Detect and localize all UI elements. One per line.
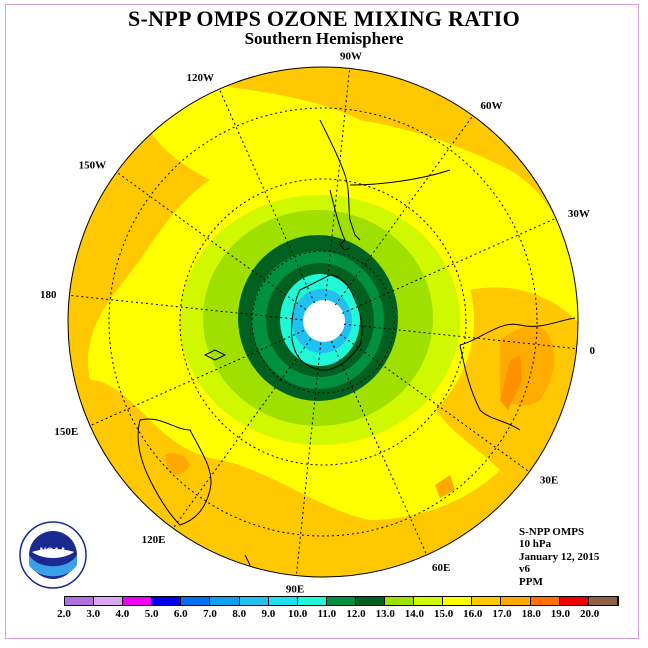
colorbar-swatch bbox=[123, 597, 153, 605]
longitude-label: 180 bbox=[40, 289, 57, 301]
meridian-line bbox=[324, 68, 351, 302]
meridian-lines bbox=[69, 68, 577, 576]
colorbar-tick-label: 9.0 bbox=[261, 608, 276, 620]
antarctica-coast bbox=[291, 274, 363, 371]
australia-coast bbox=[137, 418, 212, 526]
info-date: January 12, 2015 bbox=[519, 550, 600, 563]
colorbar-swatch bbox=[559, 597, 589, 605]
info-units: PPM bbox=[519, 575, 543, 588]
colorbar-swatch bbox=[181, 597, 211, 605]
longitude-label: 150E bbox=[54, 426, 78, 438]
colorbar-tick-label: 5.0 bbox=[144, 608, 159, 620]
longitude-label: 150W bbox=[79, 159, 107, 171]
colorbar-tick-label: 10.0 bbox=[287, 608, 308, 620]
ozone-field bbox=[68, 67, 578, 577]
colorbar-swatches bbox=[64, 596, 619, 606]
colorbar-tick-label: 6.0 bbox=[173, 608, 188, 620]
info-panel: S-NPP OMPS 10 hPa January 12, 2015 v6 PP… bbox=[519, 526, 599, 588]
info-version: v6 bbox=[519, 563, 530, 576]
colorbar-swatch bbox=[588, 597, 618, 605]
colorbar-tick-label: 2.0 bbox=[57, 608, 71, 620]
ozone-band-17-west bbox=[165, 453, 190, 475]
colorbar-tick-label: 17.0 bbox=[492, 608, 512, 620]
longitude-label: 90W bbox=[340, 50, 362, 62]
south-america-coast-west bbox=[319, 119, 361, 241]
ozone-band-17-south bbox=[435, 475, 455, 498]
polar-hole bbox=[303, 300, 345, 342]
south-america-coast bbox=[329, 189, 351, 251]
graticule bbox=[69, 68, 577, 576]
colorbar-tick-label: 15.0 bbox=[433, 608, 454, 620]
colorbar-swatch bbox=[94, 597, 124, 605]
colorbar-tick-label: 11.0 bbox=[317, 608, 337, 620]
colorbar-swatch bbox=[65, 597, 95, 605]
meridian-line bbox=[69, 294, 303, 321]
longitude-label: 30E bbox=[540, 475, 558, 487]
south-america-coast-east bbox=[349, 169, 451, 186]
colorbar-tick-label: 13.0 bbox=[375, 608, 395, 620]
colorbar-tick-label: 20.0 bbox=[579, 608, 600, 620]
meridian-line bbox=[116, 171, 307, 311]
meridian-line bbox=[89, 330, 305, 427]
ozone-band-17-core bbox=[500, 355, 522, 410]
info-instrument: S-NPP OMPS bbox=[519, 526, 585, 538]
colorbar-swatch bbox=[326, 597, 356, 605]
colorbar-swatch bbox=[239, 597, 269, 605]
meridian-line bbox=[331, 340, 428, 556]
colorbar-tick-label: 7.0 bbox=[203, 608, 217, 620]
colorbar-swatch bbox=[355, 597, 386, 605]
colorbar-swatch bbox=[501, 597, 531, 605]
colorbar-swatch bbox=[472, 597, 502, 605]
longitude-label: 60E bbox=[432, 562, 450, 574]
colorbar-tick-label: 12.0 bbox=[346, 608, 366, 620]
colorbar-tick-label: 16.0 bbox=[463, 608, 483, 620]
colorbar-tick-label: 8.0 bbox=[232, 608, 247, 620]
noaa-logo: NOAA bbox=[19, 521, 87, 589]
info-level: 10 hPa bbox=[519, 538, 552, 551]
logo-wave bbox=[29, 555, 77, 577]
colorbar-swatch bbox=[530, 597, 560, 605]
colorbar-swatch bbox=[210, 597, 240, 605]
colorbar-tick-label: 4.0 bbox=[115, 608, 130, 620]
longitude-label: 0 bbox=[590, 345, 596, 357]
logo-text: NOAA bbox=[40, 546, 67, 556]
meridian-line bbox=[341, 217, 557, 314]
longitude-label: 60W bbox=[481, 100, 503, 112]
colorbar-swatch bbox=[385, 597, 415, 605]
colorbar-swatch bbox=[268, 597, 298, 605]
colorbar-swatch bbox=[414, 597, 444, 605]
meridian-line bbox=[334, 115, 474, 306]
meridian-line bbox=[172, 338, 312, 529]
colorbar-swatch bbox=[443, 597, 473, 605]
longitude-label: 120W bbox=[186, 72, 214, 84]
figure-frame bbox=[5, 4, 639, 639]
meridian-line bbox=[343, 323, 577, 350]
new-zealand-coast bbox=[203, 349, 227, 361]
latitude-circle-inner bbox=[251, 250, 395, 394]
longitude-label: 90E bbox=[286, 584, 304, 596]
colorbar-swatch bbox=[152, 597, 182, 605]
longitude-label: 30W bbox=[568, 208, 590, 220]
coastlines bbox=[137, 119, 576, 576]
colorbar-tick-label: 19.0 bbox=[550, 608, 571, 620]
map-title: S-NPP OMPS OZONE MIXING RATIO bbox=[127, 6, 521, 31]
colorbar-tick-label: 3.0 bbox=[86, 608, 101, 620]
latitude-circle-outer bbox=[108, 107, 538, 537]
latitude-circle-middle bbox=[179, 178, 467, 466]
colorbar-tick-label: 14.0 bbox=[404, 608, 425, 620]
meridian-line bbox=[339, 333, 530, 473]
longitude-label: 120E bbox=[142, 534, 166, 546]
map-boundary bbox=[67, 66, 579, 578]
africa-coast bbox=[459, 317, 576, 431]
meridian-line bbox=[218, 88, 315, 304]
colorbar-tick-label: 18.0 bbox=[521, 608, 541, 620]
longitude-labels: 90W 60W 30W 0 30E 60E 90E 120E 150E 180 150W 120W bbox=[40, 50, 596, 595]
logo-gull bbox=[32, 549, 74, 558]
map-subtitle: Southern Hemisphere bbox=[244, 29, 404, 48]
meridian-line bbox=[295, 342, 322, 576]
colorbar-swatch bbox=[297, 597, 327, 605]
